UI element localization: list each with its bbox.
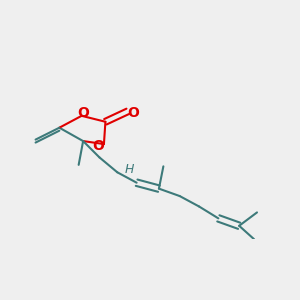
Text: H: H — [124, 163, 134, 176]
Text: O: O — [77, 106, 89, 120]
Text: O: O — [128, 106, 140, 120]
Text: O: O — [92, 139, 104, 152]
